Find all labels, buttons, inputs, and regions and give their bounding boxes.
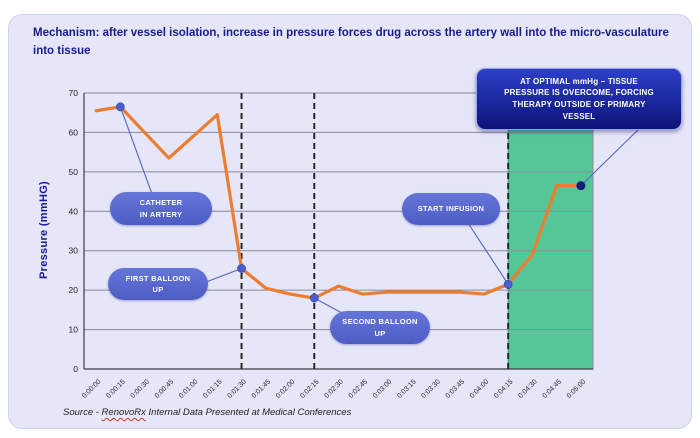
annotation-line: CATHETER	[139, 198, 183, 208]
annotation-line: THERAPY OUTSIDE OF PRIMARY	[512, 100, 646, 109]
x-tick-label: 0:04:45	[542, 378, 564, 400]
pressure-series-line	[94, 105, 583, 300]
annotation-first-balloon-up: FIRST BALLOON UP	[108, 268, 208, 300]
y-tick-label: 0	[73, 364, 78, 374]
annotation-line: VESSEL	[562, 111, 596, 121]
annotation-optimal-mmhg-callout: AT OPTIMAL mmHg – TISSUE PRESSURE IS OVE…	[476, 68, 682, 130]
x-tick-label: 0:00:45	[154, 378, 176, 400]
annotation-connector	[467, 222, 509, 285]
annotation-line: FIRST BALLOON	[125, 273, 191, 283]
x-tick-label: 0:02:00	[275, 378, 297, 400]
y-tick-label: 20	[69, 285, 79, 295]
final-pressure-dot	[576, 181, 586, 191]
annotation-connector	[314, 297, 343, 314]
x-tick-label: 0:00:15	[105, 378, 127, 400]
x-tick-label: 0:03:15	[396, 378, 418, 400]
x-tick-label: 0:01:15	[202, 378, 224, 400]
annotation-connector	[580, 127, 641, 187]
x-tick-label: 0:03:45	[445, 378, 467, 400]
annotation-line: IN ARTERY	[139, 209, 183, 219]
source-prefix: Source -	[63, 407, 102, 418]
annotation-catheter-in-artery: CATHETER IN ARTERY	[110, 192, 212, 225]
source-note: Source - RenovoRx Internal Data Presente…	[63, 407, 351, 418]
x-tick-label: 0:02:15	[299, 378, 321, 400]
annotation-line: UP	[374, 328, 386, 338]
y-tick-label: 40	[69, 206, 79, 216]
source-brand: RenovoRx	[101, 407, 146, 418]
source-suffix: Internal Data Presented at Medical Confe…	[145, 407, 352, 418]
x-tick-label: 0:01:00	[178, 378, 200, 400]
annotation-line: START INFUSION	[417, 204, 485, 214]
annotation-line: PRESSURE IS OVERCOME, FORCING	[504, 88, 654, 98]
y-tick-label: 30	[69, 246, 79, 256]
y-tick-label: 50	[69, 167, 79, 177]
event-marker-dot	[115, 102, 125, 112]
event-marker-dot	[309, 293, 319, 303]
annotation-line: AT OPTIMAL mmHg – TISSUE	[520, 76, 638, 86]
x-tick-label: 0:01:30	[226, 378, 248, 400]
event-marker-dot	[237, 264, 246, 273]
x-tick-label: 0:05:00	[566, 378, 588, 400]
y-tick-label: 60	[69, 127, 79, 137]
x-tick-label: 0:03:30	[420, 378, 442, 400]
annotation-second-balloon-up: SECOND BALLOON UP	[330, 311, 430, 344]
annotation-line: SECOND BALLOON	[342, 317, 418, 327]
event-marker-dot	[503, 279, 513, 289]
x-tick-label: 0:00:00	[81, 378, 103, 400]
y-tick-label: 10	[69, 325, 79, 335]
annotation-line: UP	[152, 285, 164, 294]
infusion-highlight-region	[507, 127, 594, 370]
x-tick-label: 0:04:15	[493, 378, 515, 400]
chart-title: Mechanism: after vessel isolation, incre…	[33, 27, 669, 57]
x-tick-label: 0:01:45	[251, 378, 273, 400]
x-tick-label: 0:04:30	[517, 378, 539, 400]
annotation-start-infusion: START INFUSION	[402, 193, 500, 225]
x-tick-label: 0:03:00	[372, 378, 394, 400]
y-tick-label: 70	[69, 88, 79, 98]
x-tick-label: 0:04:00	[469, 378, 491, 400]
x-tick-label: 0:02:45	[348, 378, 370, 400]
x-tick-label: 0:02:30	[323, 378, 345, 400]
x-tick-label: 0:00:30	[130, 378, 152, 400]
annotation-connector	[119, 106, 153, 195]
annotation-connector	[205, 267, 242, 283]
